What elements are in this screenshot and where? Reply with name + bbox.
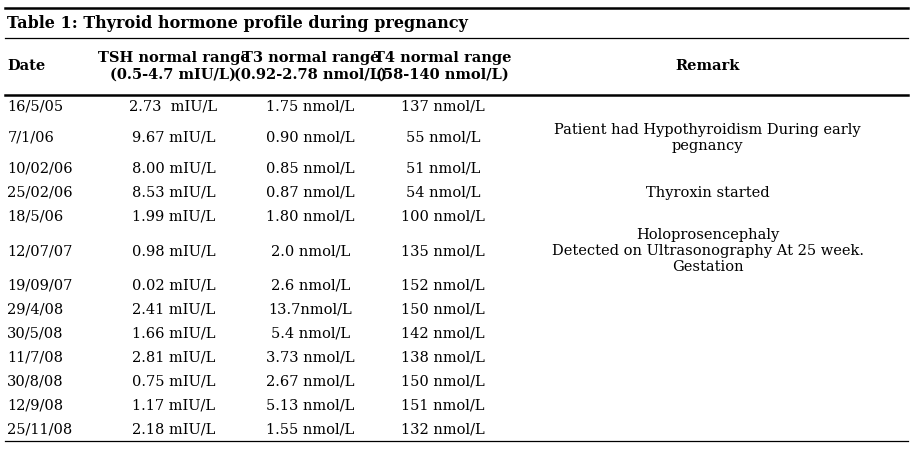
Text: 0.02 mIU/L: 0.02 mIU/L [131,279,215,293]
Text: 3.73 nmol/L: 3.73 nmol/L [266,351,355,365]
Text: 1.99 mIU/L: 1.99 mIU/L [131,210,215,224]
Text: 2.81 mIU/L: 2.81 mIU/L [131,351,215,365]
Text: 51 nmol/L: 51 nmol/L [405,162,480,176]
Text: 2.41 mIU/L: 2.41 mIU/L [131,303,215,317]
Text: 0.90 nmol/L: 0.90 nmol/L [266,131,355,145]
Text: 1.75 nmol/L: 1.75 nmol/L [267,100,354,114]
Text: Table 1: Thyroid hormone profile during pregnancy: Table 1: Thyroid hormone profile during … [7,14,468,31]
Text: 138 nmol/L: 138 nmol/L [401,351,485,365]
Text: 5.13 nmol/L: 5.13 nmol/L [267,398,354,412]
Text: 30/5/08: 30/5/08 [7,326,64,341]
Text: 7/1/06: 7/1/06 [7,131,54,145]
Text: 12/9/08: 12/9/08 [7,398,63,412]
Text: 142 nmol/L: 142 nmol/L [401,326,485,341]
Text: T3 normal range
(0.92-2.78 nmol/L): T3 normal range (0.92-2.78 nmol/L) [234,51,387,82]
Text: Holoprosencephaly
Detected on Ultrasonography At 25 week.
Gestation: Holoprosencephaly Detected on Ultrasonog… [551,228,864,274]
Text: 18/5/06: 18/5/06 [7,210,64,224]
Text: 8.53 mIU/L: 8.53 mIU/L [131,186,215,200]
Text: 55 nmol/L: 55 nmol/L [405,131,480,145]
Text: 1.66 mIU/L: 1.66 mIU/L [131,326,215,341]
Text: 30/8/08: 30/8/08 [7,374,64,388]
Text: 2.67 nmol/L: 2.67 nmol/L [267,374,354,388]
Text: Patient had Hypothyroidism During early
pegnancy: Patient had Hypothyroidism During early … [554,123,861,153]
Text: 152 nmol/L: 152 nmol/L [401,279,485,293]
Text: 100 nmol/L: 100 nmol/L [401,210,485,224]
Text: 16/5/05: 16/5/05 [7,100,63,114]
Text: 0.87 nmol/L: 0.87 nmol/L [266,186,355,200]
Text: 2.18 mIU/L: 2.18 mIU/L [131,422,215,436]
Text: 151 nmol/L: 151 nmol/L [401,398,485,412]
Text: 1.80 nmol/L: 1.80 nmol/L [267,210,354,224]
Text: 135 nmol/L: 135 nmol/L [401,244,485,258]
Text: 54 nmol/L: 54 nmol/L [405,186,480,200]
Text: Thyroxin started: Thyroxin started [645,186,770,200]
Text: Date: Date [7,60,46,74]
Text: 10/02/06: 10/02/06 [7,162,73,176]
Text: 8.00 mIU/L: 8.00 mIU/L [131,162,215,176]
Text: Remark: Remark [676,60,740,74]
Text: 25/11/08: 25/11/08 [7,422,72,436]
Text: 0.98 mIU/L: 0.98 mIU/L [131,244,215,258]
Text: 11/7/08: 11/7/08 [7,351,63,365]
Text: 12/07/07: 12/07/07 [7,244,73,258]
Text: 137 nmol/L: 137 nmol/L [401,100,485,114]
Text: TSH normal range
(0.5-4.7 mIU/L): TSH normal range (0.5-4.7 mIU/L) [98,51,249,82]
Text: 25/02/06: 25/02/06 [7,186,73,200]
Text: 19/09/07: 19/09/07 [7,279,73,293]
Text: 1.17 mIU/L: 1.17 mIU/L [131,398,215,412]
Text: 2.73  mIU/L: 2.73 mIU/L [130,100,217,114]
Text: 150 nmol/L: 150 nmol/L [401,374,485,388]
Text: 2.0 nmol/L: 2.0 nmol/L [271,244,350,258]
Text: 132 nmol/L: 132 nmol/L [401,422,485,436]
Text: 13.7nmol/L: 13.7nmol/L [268,303,352,317]
Text: 9.67 mIU/L: 9.67 mIU/L [131,131,215,145]
Text: T4 normal range
(58-140 nmol/L): T4 normal range (58-140 nmol/L) [374,51,511,82]
Text: 0.85 nmol/L: 0.85 nmol/L [266,162,355,176]
Text: 150 nmol/L: 150 nmol/L [401,303,485,317]
Text: 5.4 nmol/L: 5.4 nmol/L [271,326,350,341]
Text: 1.55 nmol/L: 1.55 nmol/L [267,422,354,436]
Text: 0.75 mIU/L: 0.75 mIU/L [131,374,215,388]
Text: 2.6 nmol/L: 2.6 nmol/L [271,279,350,293]
Text: 29/4/08: 29/4/08 [7,303,64,317]
